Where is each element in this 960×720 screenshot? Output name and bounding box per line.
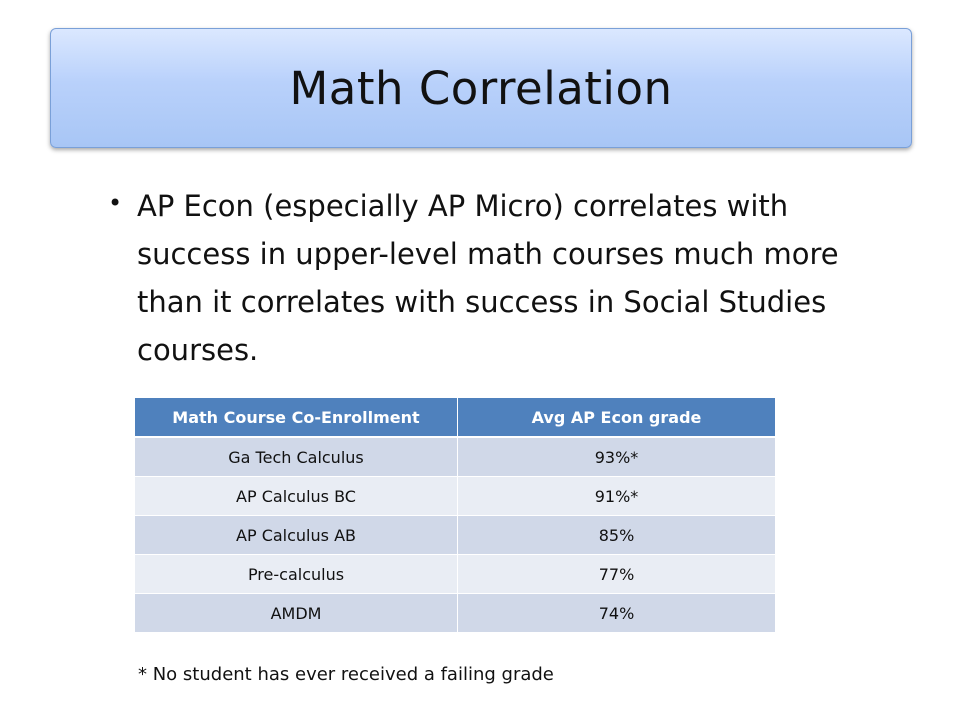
course-cell: Ga Tech Calculus [135, 437, 458, 477]
header-math-course: Math Course Co-Enrollment [135, 398, 458, 438]
grade-cell: 85% [457, 515, 775, 555]
bullet-marker: • [108, 189, 123, 217]
course-cell: AP Calculus AB [135, 515, 458, 555]
grade-cell: 77% [457, 554, 775, 594]
header-avg-grade: Avg AP Econ grade [457, 398, 775, 438]
title-banner: Math Correlation [50, 28, 912, 148]
correlation-table: Math Course Co-Enrollment Avg AP Econ gr… [135, 398, 775, 633]
table-row: Pre-calculus 77% [135, 554, 775, 594]
grade-cell: 74% [457, 593, 775, 633]
table-row: Ga Tech Calculus 93%* [135, 437, 775, 477]
footnote: * No student has ever received a failing… [138, 664, 554, 685]
course-cell: Pre-calculus [135, 554, 458, 594]
course-cell: AP Calculus BC [135, 476, 458, 516]
bullet-point: • AP Econ (especially AP Micro) correlat… [108, 182, 898, 374]
grade-cell: 93%* [457, 437, 775, 477]
table-row: AP Calculus AB 85% [135, 515, 775, 555]
course-cell: AMDM [135, 593, 458, 633]
table-row: AMDM 74% [135, 593, 775, 633]
table-row: AP Calculus BC 91%* [135, 476, 775, 516]
slide-title: Math Correlation [289, 61, 673, 115]
grade-cell: 91%* [457, 476, 775, 516]
table-header-row: Math Course Co-Enrollment Avg AP Econ gr… [135, 398, 775, 438]
bullet-text: AP Econ (especially AP Micro) correlates… [137, 189, 839, 367]
